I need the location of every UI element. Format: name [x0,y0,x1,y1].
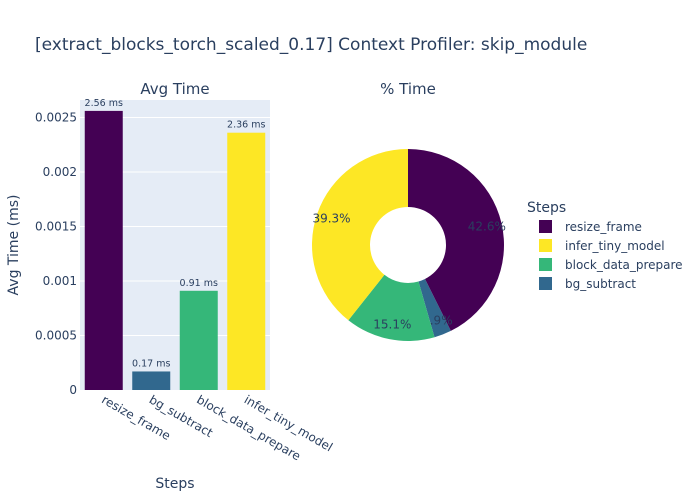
bar-data-label: 0.91 ms [180,278,218,289]
bar-x-ticks: resize_framebg_subtractblock_data_prepar… [99,392,335,463]
bar-data-label: 2.56 ms [85,98,123,109]
y-tick-label: 0 [69,383,77,397]
slice-block-data-prepare [348,274,435,341]
y-tick-label: 0.0015 [35,219,77,233]
bar-bg-subtract [132,371,171,390]
slice-label: 39.3% [312,211,350,225]
legend-item: bg_subtract [565,277,636,291]
legend-item: infer_tiny_model [565,239,665,253]
bar-x-axis-label: Steps [155,476,194,492]
legend-swatch [539,277,552,290]
bar-data-label: 2.36 ms [227,120,265,131]
legend-swatch [539,258,552,271]
y-tick-label: 0.002 [43,165,77,179]
chart-title: [extract_blocks_torch_scaled_0.17] Conte… [35,35,587,55]
pie-chart-title: % Time [380,80,436,98]
legend-swatch [539,239,552,252]
bar-resize-frame [84,110,123,390]
bar-series: 2.56 ms 0.17 ms 0.91 ms 2.36 ms [84,98,266,390]
legend-item: block_data_prepare [565,258,683,272]
slice-label: 42.6% [468,219,506,233]
y-tick-label: 0.0025 [35,110,77,124]
y-tick-label: 0.001 [43,274,77,288]
bar-data-label: 0.17 ms [132,358,170,369]
legend: Steps resize_frame infer_tiny_model block_… [527,200,683,291]
bar-block-data-prepare [179,290,218,390]
bar-y-ticks: 0 0.0005 0.001 0.0015 0.002 0.0025 [35,110,77,397]
bar-y-axis-label: Avg Time (ms) [6,195,22,296]
slice-bg-subtract [418,279,451,338]
bar-infer-tiny-model [227,132,266,390]
legend-swatch [539,220,552,233]
slice-resize-frame [408,149,505,331]
y-tick-label: 0.0005 [35,328,77,342]
legend-title: Steps [527,200,566,216]
slice-label: 15.1% [373,317,411,331]
pie-series: 42.6%2.9%15.1%39.3% [311,149,506,341]
slice-infer-tiny-model [311,149,408,321]
legend-item: resize_frame [565,220,642,234]
bar-chart-title: Avg Time [140,80,209,98]
